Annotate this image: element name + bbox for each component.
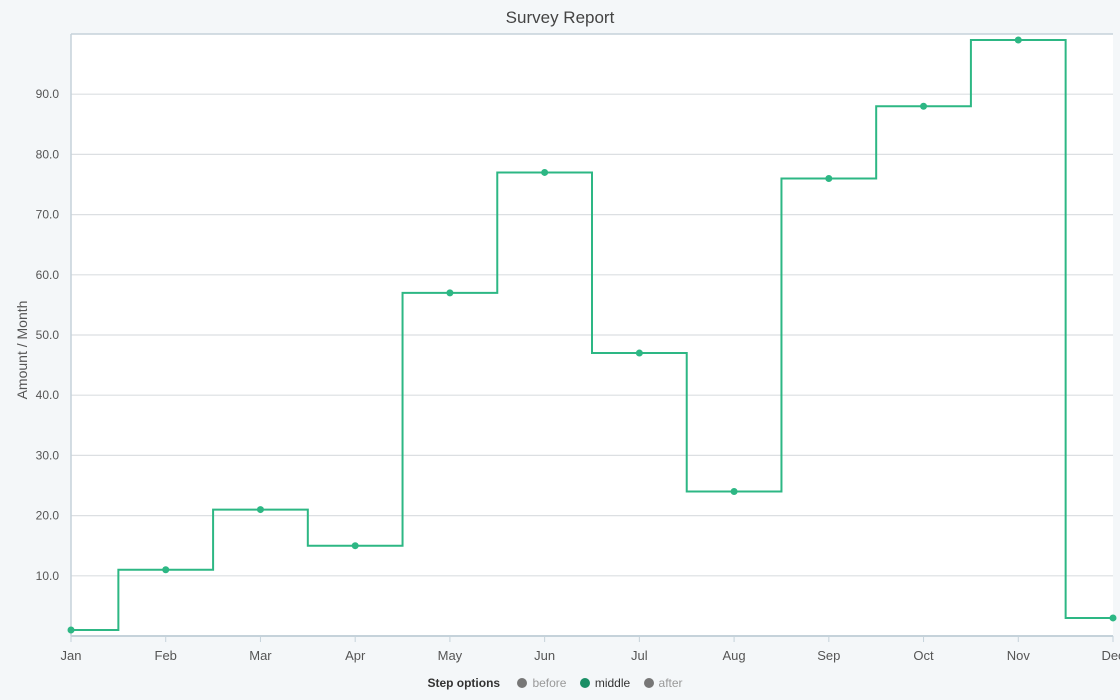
legend-label: middle (594, 676, 631, 690)
data-point (1109, 614, 1117, 622)
data-point (1014, 36, 1022, 44)
y-tick-label: 10.0 (36, 569, 60, 583)
legend-label: before (532, 676, 567, 690)
x-tick-label: Nov (1007, 648, 1031, 663)
data-point (730, 488, 738, 496)
x-tick-label: Jan (61, 648, 82, 663)
legend-title: Step options (427, 676, 501, 690)
data-point (635, 349, 643, 357)
legend-dot-icon (643, 678, 654, 688)
data-point (920, 102, 928, 110)
x-tick-label: Sep (817, 648, 840, 663)
y-tick-label: 60.0 (36, 268, 60, 282)
legend-dot-icon (579, 678, 590, 688)
legend-dot-icon (517, 678, 528, 688)
x-tick-label: May (438, 648, 463, 663)
y-tick-label: 90.0 (36, 87, 60, 101)
data-point (256, 506, 264, 514)
data-point (67, 626, 75, 634)
x-tick-label: Aug (723, 648, 746, 663)
legend-item-before[interactable]: before (517, 676, 566, 690)
x-tick-label: Dec (1101, 648, 1120, 663)
x-tick-label: Oct (913, 648, 934, 663)
legend-label: after (658, 676, 683, 690)
legend-item-middle[interactable]: middle (579, 676, 631, 690)
legend: Step options before middle after (0, 676, 1120, 690)
y-tick-label: 70.0 (36, 208, 60, 222)
x-tick-label: Feb (155, 648, 177, 663)
y-tick-label: 80.0 (36, 147, 60, 161)
series-line (71, 39, 1113, 631)
legend-item-after[interactable]: after (643, 676, 683, 690)
x-tick-label: Mar (249, 648, 272, 663)
data-point (825, 174, 833, 182)
x-tick-label: Apr (345, 648, 366, 663)
y-tick-label: 50.0 (36, 328, 60, 342)
data-point (351, 542, 359, 550)
data-point (541, 168, 549, 176)
data-point (162, 566, 170, 574)
x-tick-label: Jun (534, 648, 555, 663)
y-tick-label: 40.0 (36, 388, 60, 402)
data-point (446, 289, 454, 297)
y-tick-label: 20.0 (36, 509, 60, 523)
chart-title: Survey Report (505, 8, 615, 27)
y-tick-label: 30.0 (36, 448, 60, 462)
x-tick-label: Jul (631, 648, 648, 663)
